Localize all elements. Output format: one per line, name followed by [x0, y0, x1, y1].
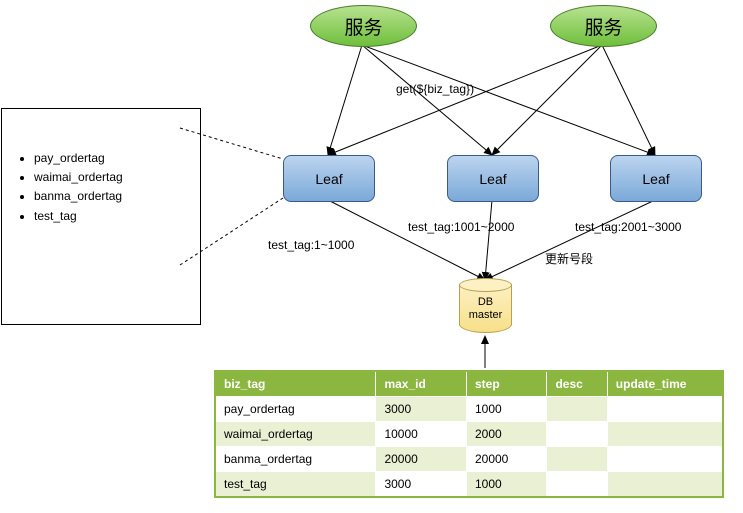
- table-row: banma_ordertag2000020000: [215, 447, 723, 472]
- leaf-node: Leaf: [610, 155, 702, 202]
- col-header: max_id: [376, 371, 467, 397]
- leaf-node: Leaf: [447, 155, 539, 202]
- col-header: update_time: [607, 371, 723, 397]
- update-label: 更新号段: [545, 250, 593, 267]
- segment-table: biz_tagmax_idstepdescupdate_timepay_orde…: [214, 370, 724, 498]
- db-master: DBmaster: [459, 278, 512, 333]
- service-node: 服务: [550, 5, 657, 47]
- range-label: test_tag:2001~3000: [575, 220, 681, 234]
- call-label: get(${biz_tag}): [396, 82, 474, 96]
- col-header: step: [466, 371, 546, 397]
- table-row: pay_ordertag30001000: [215, 397, 723, 422]
- col-header: biz_tag: [215, 371, 376, 397]
- table-row: test_tag30001000: [215, 472, 723, 498]
- range-label: test_tag:1~1000: [268, 238, 354, 252]
- table-row: waimai_ordertag100002000: [215, 422, 723, 447]
- leaf-node: Leaf: [283, 155, 375, 202]
- col-header: desc: [547, 371, 607, 397]
- biz-tag-list: pay_ordertagwaimai_ordertagbanma_orderta…: [1, 108, 201, 325]
- range-label: test_tag:1001~2000: [408, 220, 514, 234]
- service-node: 服务: [310, 5, 417, 47]
